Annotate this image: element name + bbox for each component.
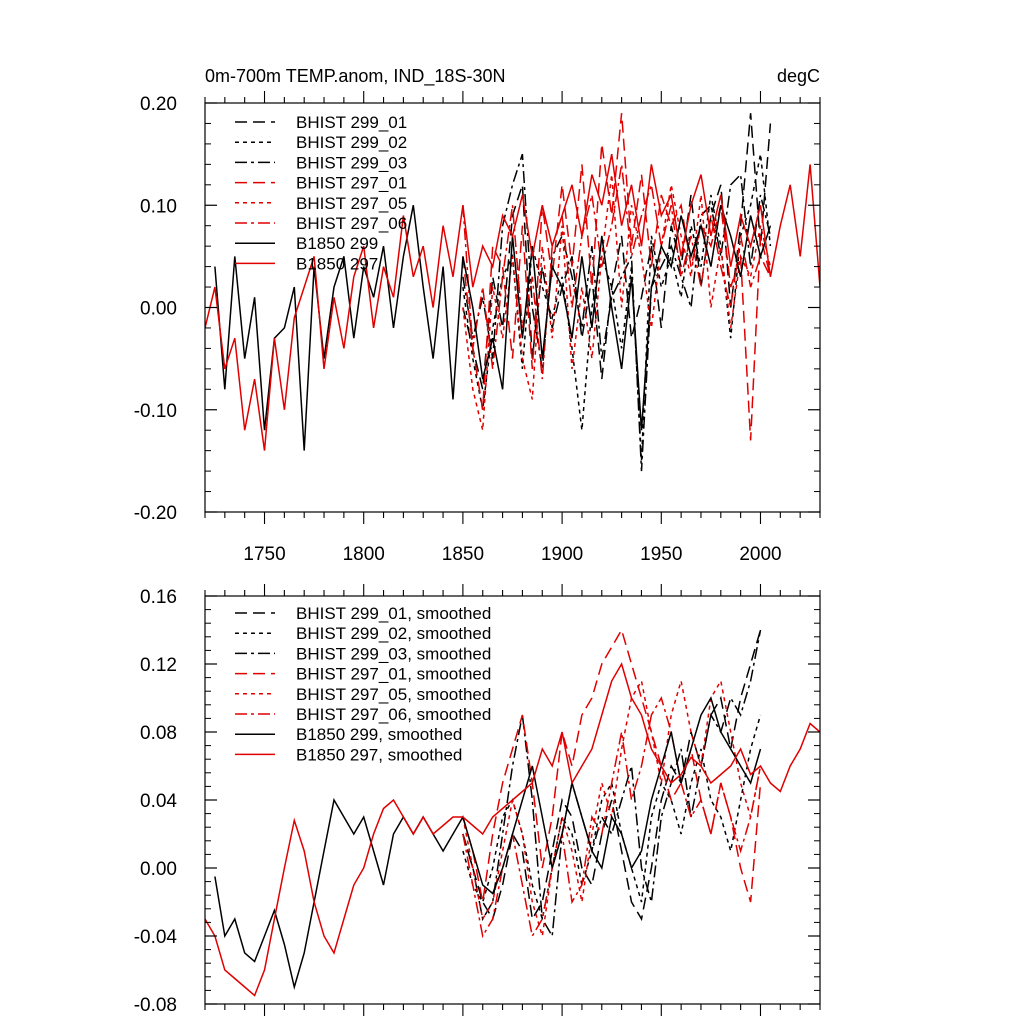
series-line-7 (205, 662, 820, 997)
y-tick-label: -0.20 (134, 503, 177, 524)
series-line-4 (462, 174, 772, 431)
series-line-1 (462, 153, 772, 461)
x-tick-label: 2000 (739, 544, 781, 565)
legend-label: BHIST 299_02, smoothed (296, 624, 491, 643)
bottom-panel: -0.08 -0.04 0.00 0.04 0.08 0.12 0.16 BHIST 299_… (134, 584, 821, 1016)
x-tick-label: 1950 (640, 544, 682, 565)
y-tick-label: 0.12 (140, 655, 177, 676)
legend-label: BHIST 297_01, smoothed (296, 665, 491, 684)
series-line-2 (462, 629, 762, 939)
x-tick-label: 1800 (343, 544, 385, 565)
legend-label: BHIST 299_03, smoothed (296, 644, 491, 663)
x-tick-label: 1900 (541, 544, 583, 565)
legend-label: BHIST 299_02 (296, 133, 407, 152)
legend-label: BHIST 297_06, smoothed (296, 705, 491, 724)
legend-label: B1850 299 (296, 234, 378, 253)
y-tick-label: -0.10 (134, 401, 177, 422)
series-line-6 (214, 696, 762, 990)
legend-label: BHIST 299_01 (296, 113, 407, 132)
series-line-3 (462, 113, 772, 441)
legend-label: B1850 297, smoothed (296, 745, 462, 764)
legend-label: BHIST 297_06 (296, 214, 407, 233)
series-line-7 (205, 153, 820, 451)
y-tick-label: 0.10 (140, 196, 177, 217)
y-tick-label: 0.04 (140, 791, 177, 812)
y-tick-label: 0.20 (140, 94, 177, 115)
top-panel: 0m-700m TEMP.anom, IND_18S-30N degC -0.2… (134, 66, 821, 565)
y-tick-label: 0.00 (140, 859, 177, 880)
top-panel-units: degC (777, 66, 820, 86)
legend-label: BHIST 297_05, smoothed (296, 685, 491, 704)
series-line-3 (462, 628, 762, 903)
legend-label: B1850 297 (296, 254, 378, 273)
top-plot-area: -0.20 -0.10 0.00 0.10 0.20 1750 1800 1850 1900 19… (134, 91, 821, 565)
x-tick-label: 1750 (243, 544, 285, 565)
legend-label: B1850 299, smoothed (296, 725, 462, 744)
y-tick-label: 0.08 (140, 723, 177, 744)
y-tick-label: 0.00 (140, 299, 177, 320)
top-panel-title: 0m-700m TEMP.anom, IND_18S-30N (205, 66, 505, 87)
y-tick-label: -0.04 (134, 927, 178, 948)
legend-label: BHIST 297_01 (296, 174, 407, 193)
legend-label: BHIST 299_01, smoothed (296, 604, 491, 623)
legend-label: BHIST 299_03 (296, 153, 407, 172)
y-tick-label: 0.16 (140, 587, 177, 608)
bottom-plot-area: -0.08 -0.04 0.00 0.04 0.08 0.12 0.16 BHIST 299_… (134, 584, 821, 1016)
y-tick-label: -0.08 (134, 995, 177, 1016)
series-line-0 (462, 629, 762, 922)
legend-label: BHIST 297_05 (296, 194, 407, 213)
x-tick-label: 1850 (442, 544, 484, 565)
series-line-2 (462, 153, 772, 472)
series-line-0 (462, 113, 772, 390)
